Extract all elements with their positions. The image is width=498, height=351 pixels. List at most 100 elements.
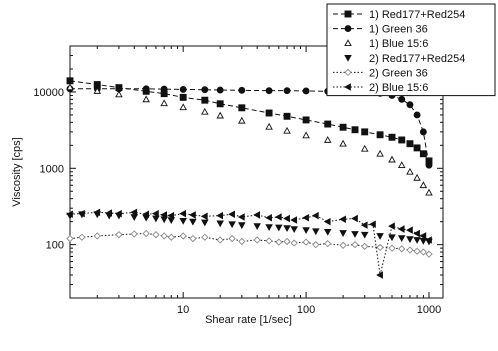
data-point <box>201 107 209 115</box>
data-point <box>238 104 246 112</box>
data-point <box>302 87 310 95</box>
data-point <box>398 245 406 253</box>
data-point <box>265 224 273 231</box>
data-point <box>179 217 187 225</box>
legend-box <box>326 3 496 97</box>
data-point <box>265 213 272 222</box>
series-1 <box>66 77 433 165</box>
data-point <box>397 225 405 233</box>
data-point <box>130 208 138 217</box>
data-point <box>290 226 298 233</box>
data-point <box>283 225 291 232</box>
data-point <box>419 232 427 240</box>
data-point <box>360 231 369 239</box>
data-point <box>360 144 369 152</box>
data-point <box>302 116 310 124</box>
data-point <box>302 227 310 235</box>
data-point <box>388 155 396 163</box>
data-point <box>265 237 273 245</box>
data-point <box>237 213 245 221</box>
data-point <box>201 219 209 227</box>
data-point <box>265 109 273 117</box>
data-point <box>351 231 359 238</box>
data-point <box>142 95 150 103</box>
data-point <box>323 229 332 236</box>
series-3 <box>66 83 433 196</box>
data-point <box>93 232 101 240</box>
data-point <box>339 123 347 131</box>
data-point <box>201 96 209 104</box>
data-point <box>275 224 283 232</box>
data-point <box>179 93 187 101</box>
data-point <box>238 86 246 94</box>
data-point <box>406 101 414 109</box>
data-point <box>351 126 359 134</box>
data-point <box>283 87 291 95</box>
data-point <box>413 111 421 119</box>
series-group <box>66 77 433 279</box>
data-point <box>419 238 428 245</box>
data-point <box>351 214 358 223</box>
data-point <box>369 220 376 229</box>
data-point <box>406 226 413 234</box>
data-point <box>290 239 298 247</box>
series-line <box>70 88 430 166</box>
data-point <box>351 241 359 249</box>
data-point <box>130 230 138 238</box>
data-point <box>265 87 273 95</box>
legend-marker <box>344 68 352 77</box>
data-point <box>398 95 406 103</box>
data-point <box>324 120 332 128</box>
data-point <box>323 217 331 226</box>
data-point <box>253 211 261 219</box>
data-point <box>142 210 150 219</box>
data-point <box>290 216 298 224</box>
data-point <box>275 238 283 246</box>
data-point <box>142 85 150 93</box>
data-point <box>425 236 432 244</box>
data-point <box>93 87 102 94</box>
data-point <box>398 136 406 144</box>
data-point <box>388 244 396 252</box>
data-point <box>406 246 414 254</box>
data-point <box>238 222 246 230</box>
series-line <box>69 232 430 255</box>
data-point <box>388 234 396 242</box>
data-point <box>189 234 197 243</box>
data-point <box>283 112 291 120</box>
legend-marker <box>344 39 352 47</box>
data-point <box>419 150 427 158</box>
data-point <box>66 77 74 85</box>
data-point <box>388 133 396 141</box>
data-point <box>283 237 291 246</box>
data-point <box>376 149 384 157</box>
data-point <box>66 83 74 91</box>
data-point <box>413 144 421 152</box>
data-point <box>376 243 384 252</box>
data-point <box>283 126 291 134</box>
data-point <box>413 237 421 244</box>
x-tick-label: 10 <box>177 304 189 316</box>
data-point <box>406 167 414 175</box>
data-point <box>339 241 347 249</box>
legend-label: 2) Green 36 <box>369 67 428 79</box>
data-point <box>228 221 236 229</box>
data-point <box>312 228 320 236</box>
data-point <box>228 210 235 219</box>
data-point <box>114 209 122 218</box>
data-point <box>160 99 168 107</box>
data-point <box>216 100 224 108</box>
data-point <box>179 103 187 111</box>
data-point <box>376 271 383 279</box>
data-point <box>406 140 414 148</box>
data-point <box>376 131 384 139</box>
y-axis-title: Viscosity [cps] <box>11 137 23 207</box>
data-point <box>78 233 86 241</box>
data-point <box>105 209 113 217</box>
data-point <box>152 231 160 239</box>
data-point <box>397 161 406 168</box>
data-point <box>274 213 282 221</box>
x-tick-label: 100 <box>297 304 315 316</box>
data-point <box>66 210 73 219</box>
data-point <box>425 250 433 258</box>
